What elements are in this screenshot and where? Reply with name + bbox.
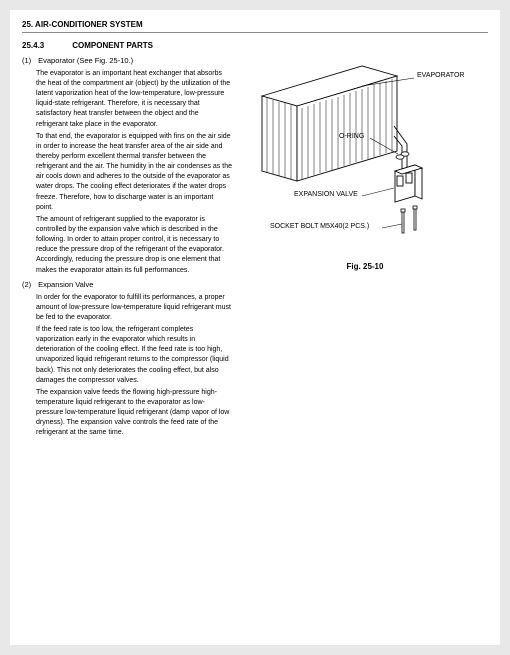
item-1-number: (1) bbox=[22, 56, 36, 67]
item-1-title: Evaporator (See Fig. 25-10.) bbox=[38, 56, 133, 65]
section-number: 25.4.3 bbox=[22, 41, 70, 50]
text-column: (1) Evaporator (See Fig. 25-10.) The eva… bbox=[22, 56, 232, 441]
item-1-para-2: To that end, the evaporator is equipped … bbox=[36, 132, 232, 213]
item-2-para-1: In order for the evaporator to fulfill i… bbox=[36, 293, 232, 323]
content-columns: (1) Evaporator (See Fig. 25-10.) The eva… bbox=[22, 56, 488, 441]
label-expansion-valve: EXPANSION VALVE bbox=[294, 191, 358, 198]
item-2-title: Expansion Valve bbox=[38, 280, 93, 289]
item-2-number: (2) bbox=[22, 280, 36, 291]
figure-column: EVAPORATOR O-RING EXPANSION VALVE SOCKET… bbox=[242, 56, 488, 441]
item-1-para-3: The amount of refrigerant supplied to th… bbox=[36, 215, 232, 276]
page: 25. AIR-CONDITIONER SYSTEM 25.4.3 COMPON… bbox=[10, 10, 500, 645]
label-socket-bolt: SOCKET BOLT M5X40(2 PCS.) bbox=[270, 223, 369, 230]
leader-expansion-valve bbox=[362, 188, 394, 196]
label-oring: O-RING bbox=[339, 133, 364, 140]
item-2-para-3: The expansion valve feeds the flowing hi… bbox=[36, 388, 232, 439]
figure-caption: Fig. 25-10 bbox=[242, 262, 488, 271]
section-title: COMPONENT PARTS bbox=[72, 41, 153, 50]
label-evaporator: EVAPORATOR bbox=[417, 72, 464, 79]
expansion-valve-icon bbox=[395, 165, 422, 202]
chapter-title: 25. AIR-CONDITIONER SYSTEM bbox=[22, 20, 488, 33]
socket-bolt-icon bbox=[401, 206, 417, 233]
item-2-para-2: If the feed rate is too low, the refrige… bbox=[36, 325, 232, 386]
section-heading: 25.4.3 COMPONENT PARTS bbox=[22, 41, 488, 50]
item-2-heading: (2) Expansion Valve bbox=[22, 280, 232, 291]
figure-25-10: EVAPORATOR O-RING EXPANSION VALVE SOCKET… bbox=[242, 56, 477, 256]
evaporator-body-icon bbox=[262, 66, 397, 181]
item-1-heading: (1) Evaporator (See Fig. 25-10.) bbox=[22, 56, 232, 67]
item-1-para-1: The evaporator is an important heat exch… bbox=[36, 69, 232, 130]
leader-socket-bolt bbox=[382, 224, 402, 228]
